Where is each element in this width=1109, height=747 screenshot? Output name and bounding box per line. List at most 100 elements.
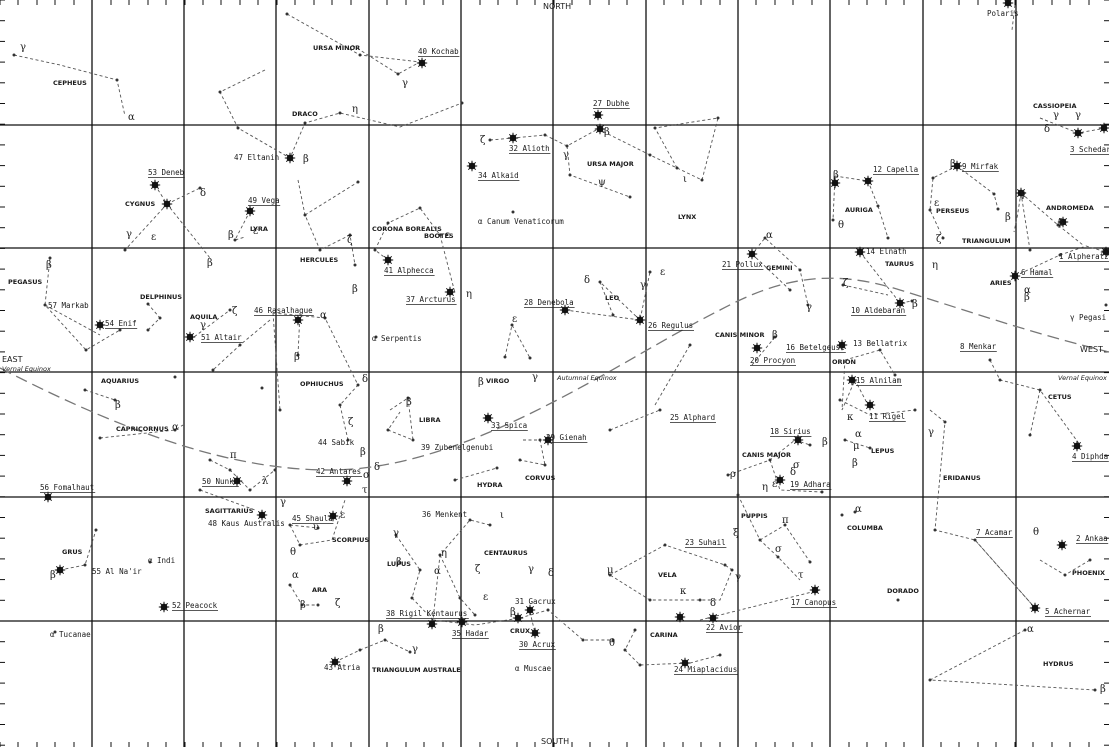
star-ray — [257, 510, 261, 514]
star-ray — [830, 178, 834, 182]
star-ray — [863, 182, 867, 186]
star-ray — [675, 618, 679, 622]
navigational-star-marker — [44, 493, 52, 501]
constellation-label-dorado: DORADO — [887, 587, 919, 595]
star-dot — [298, 543, 302, 547]
constellation-line — [929, 165, 958, 239]
greek-letter-label: δ — [1044, 124, 1050, 135]
star-ray — [847, 381, 851, 385]
star-ray — [251, 212, 255, 216]
star-ray — [291, 153, 295, 157]
star-dot — [198, 488, 202, 492]
star-dot — [356, 383, 360, 387]
star-dot — [288, 583, 292, 587]
star-ray — [389, 255, 393, 259]
constellation-line — [751, 237, 809, 306]
star-ray — [871, 406, 875, 410]
star-ray — [417, 58, 421, 62]
star-ray — [1036, 609, 1040, 613]
star-dot — [468, 518, 472, 522]
star-dot — [386, 221, 390, 225]
star-dot — [318, 248, 322, 252]
greek-letter-label: ε — [253, 226, 258, 237]
greek-letter-label: γ — [1053, 110, 1059, 121]
star-dot — [248, 488, 252, 492]
star-ray — [457, 623, 461, 627]
star-label-31-gacrux: 31 Gacrux — [515, 597, 556, 606]
star-ray — [708, 613, 712, 617]
star-ray — [101, 320, 105, 324]
greek-letter-label: ζ — [475, 564, 481, 575]
navigational-star-marker — [856, 248, 864, 256]
navigational-star-marker — [331, 658, 339, 666]
star-ray — [1064, 223, 1068, 227]
star-ray — [595, 124, 599, 128]
star-dot — [853, 510, 857, 514]
star-dot — [543, 133, 547, 137]
star-ray — [383, 261, 387, 265]
star-ray — [1009, 4, 1013, 8]
star-label-53-deneb: 53 Deneb — [148, 168, 185, 177]
star-ray — [855, 247, 859, 251]
star-dot — [758, 538, 762, 542]
star-ray — [473, 161, 477, 165]
greek-letter-label: ζ — [843, 278, 849, 289]
star-ray — [165, 608, 169, 612]
star-ray — [781, 481, 785, 485]
star-dot — [568, 173, 572, 177]
constellation-label-orion: ORION — [832, 358, 856, 366]
constellation-line — [1020, 192, 1031, 251]
star-ray — [861, 247, 865, 251]
constellation-line — [219, 69, 463, 159]
star-label-indi: α Indi — [148, 556, 175, 565]
star-dot — [538, 438, 542, 442]
star-label-47-eltanin: 47 Eltanin — [234, 153, 279, 162]
star-dot — [608, 428, 612, 432]
star-dot — [118, 328, 122, 332]
constellation-label-sagittarius: SAGITTARIUS — [205, 507, 254, 515]
star-ray — [328, 517, 332, 521]
star-ray — [427, 625, 431, 629]
star-ray — [191, 332, 195, 336]
star-ray — [680, 664, 684, 668]
star-ray — [445, 293, 449, 297]
star-label-43-atria: 43 Atria — [324, 663, 360, 672]
star-ray — [530, 628, 534, 632]
star-ray — [328, 511, 332, 515]
star-ray — [843, 346, 847, 350]
star-dot — [941, 236, 945, 240]
star-dot — [236, 126, 240, 130]
star-dot — [931, 176, 935, 180]
constellation-line — [1029, 389, 1041, 436]
star-label-49-vega: 49 Vega — [248, 196, 280, 205]
constellation-line — [841, 359, 869, 411]
star-ray — [861, 253, 865, 257]
constellation-label-taurus: TAURUS — [885, 260, 914, 268]
star-ray — [336, 663, 340, 667]
navigational-star-marker — [384, 256, 392, 264]
star-label-19-adhara: 19 Adhara — [790, 480, 831, 489]
star-ray — [483, 413, 487, 417]
star-ray — [1016, 277, 1020, 281]
greek-letter-label: α — [128, 112, 135, 123]
constellation-label-corona-borealis: CORONA BOREALIS — [372, 225, 442, 233]
constellation-line — [234, 210, 251, 241]
vernal-equinox-west-label: Vernal Equinox — [1058, 374, 1107, 382]
navigational-star-marker — [848, 376, 856, 384]
navigational-star-marker — [753, 344, 761, 352]
star-dot — [211, 368, 215, 372]
star-dot — [260, 386, 264, 390]
star-ray — [238, 476, 242, 480]
star-label-serpentis: α Serpentis — [372, 334, 422, 343]
star-ray — [1016, 271, 1020, 275]
star-dot — [383, 638, 387, 642]
star-ray — [451, 293, 455, 297]
greek-letter-label: η — [441, 548, 447, 559]
greek-letter-label: θ — [609, 638, 615, 649]
star-ray — [1004, 0, 1007, 2]
greek-letter-label: β — [396, 557, 402, 568]
star-label-21-pollux: 21 Pollux — [722, 260, 763, 269]
star-label-51-altair: 51 Altair — [201, 333, 242, 342]
star-ray — [1022, 188, 1026, 192]
